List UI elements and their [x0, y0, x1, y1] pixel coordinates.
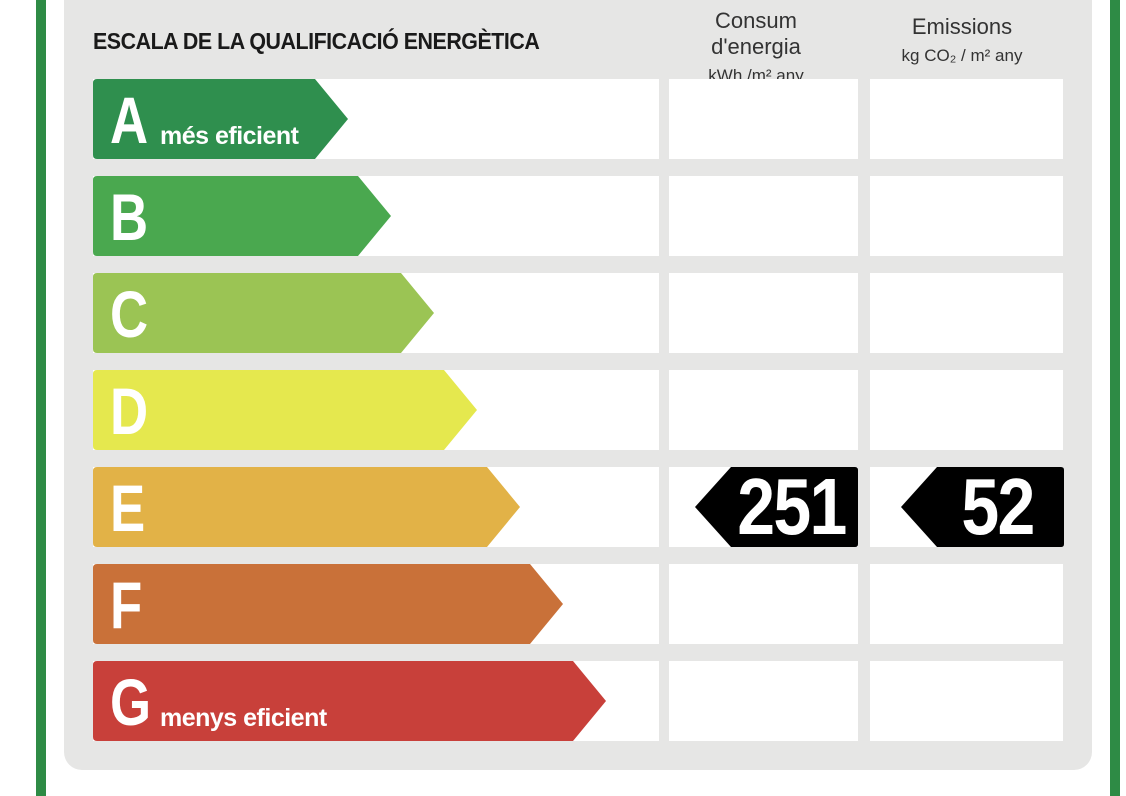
- rating-letter-b: B: [110, 180, 149, 254]
- emissions-cell-b: [870, 176, 1063, 256]
- rating-letter-d: D: [110, 374, 149, 448]
- rating-arrow-e: [93, 467, 520, 547]
- rating-arrow-b: [93, 176, 391, 256]
- emissions-column-header: Emissions kg CO₂ / m² any: [870, 14, 1054, 66]
- emissions-column-unit: kg CO₂ / m² any: [901, 46, 1023, 65]
- rating-sublabel-g: menys eficient: [160, 704, 327, 732]
- emissions-cell-g: [870, 661, 1063, 741]
- rating-letter-c: C: [110, 277, 149, 351]
- energy-marker: [695, 467, 858, 547]
- energy-cell-a: [669, 79, 858, 159]
- rating-arrow-g: [93, 661, 606, 741]
- emissions-column-label: Emissions: [911, 14, 1013, 39]
- energy-cell-c: [669, 273, 858, 353]
- rating-letter-e: E: [110, 471, 146, 545]
- energy-column-label: Consum d'energia: [711, 8, 801, 59]
- emissions-cell-a: [870, 79, 1063, 159]
- rating-letter-g: G: [110, 665, 152, 739]
- rating-sublabel-a: més eficient: [160, 122, 299, 150]
- rating-arrow-f: [93, 564, 563, 644]
- energy-value: 251: [737, 462, 847, 551]
- rating-arrow-c: [93, 273, 434, 353]
- emissions-cell-f: [870, 564, 1063, 644]
- energy-cell-f: [669, 564, 858, 644]
- left-border: [36, 0, 46, 796]
- emissions-value: 52: [961, 462, 1035, 551]
- emissions-cell-d: [870, 370, 1063, 450]
- rating-letter-f: F: [110, 568, 143, 642]
- energy-cell-d: [669, 370, 858, 450]
- energy-column-header: Consum d'energia kWh /m² any: [668, 8, 844, 86]
- emissions-marker: [901, 467, 1064, 547]
- energy-cell-g: [669, 661, 858, 741]
- right-border: [1110, 0, 1120, 796]
- page-title: ESCALA DE LA QUALIFICACIÓ ENERGÈTICA: [93, 28, 540, 54]
- rating-arrow-d: [93, 370, 477, 450]
- energy-cell-b: [669, 176, 858, 256]
- emissions-cell-c: [870, 273, 1063, 353]
- rating-letter-a: A: [110, 83, 149, 157]
- rating-arrow-a: [93, 79, 348, 159]
